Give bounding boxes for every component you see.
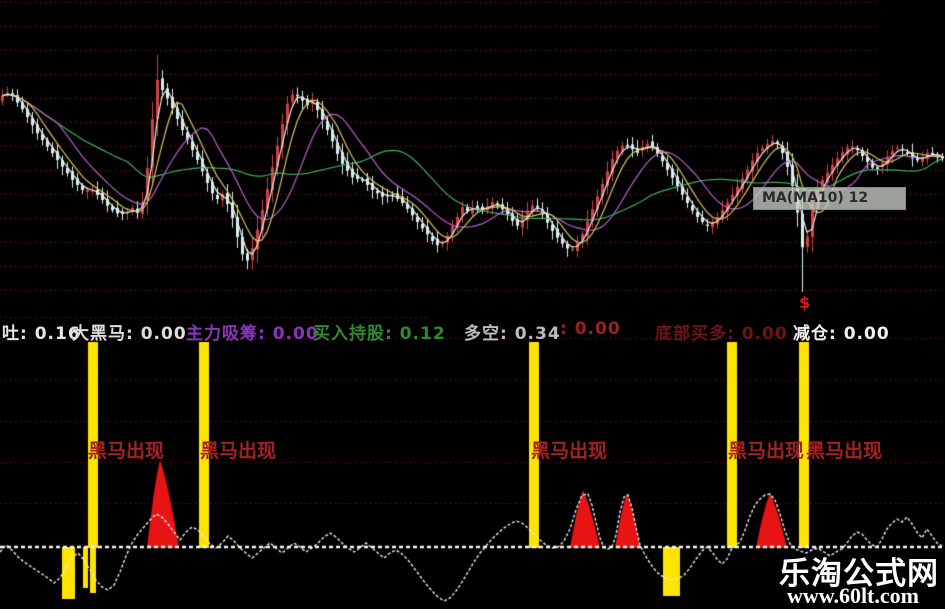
indicator-label-zhuli-xichou: 主力吸筹: 0.00 [186,324,319,344]
signal-text-dark-horse: 黑马出现 [728,440,805,462]
signal-text-dark-horse: 黑马出现 [531,440,608,462]
indicator-label-red-value: : 0.00 [560,319,621,339]
indicator-label-jiancang: 减仓: 0.00 [793,324,890,344]
signal-text-dark-horse: 黑马出现 [200,440,277,462]
indicator-label-bottom-buy: 底部买多: 0.00 [655,324,788,344]
watermark-site-url: www.60lt.com [787,583,919,608]
indicator-label-duokong: 多空: 0.34 [464,324,561,344]
signal-text-dark-horse: 黑马出现 [806,440,883,462]
watermark-site-name: 乐淘公式网 [779,556,939,592]
indicator-label-dark-horse-value: 大黑马: 0.00 [72,324,187,344]
ma-tooltip: MA(MA10) 12 [753,187,906,210]
indicator-label-tu: 吐: 0.16 [2,324,81,344]
dollar-marker-icon: $ [799,293,811,312]
indicator-label-buy-hold: 买入持股: 0.12 [313,324,446,344]
signal-text-dark-horse: 黑马出现 [88,440,165,462]
